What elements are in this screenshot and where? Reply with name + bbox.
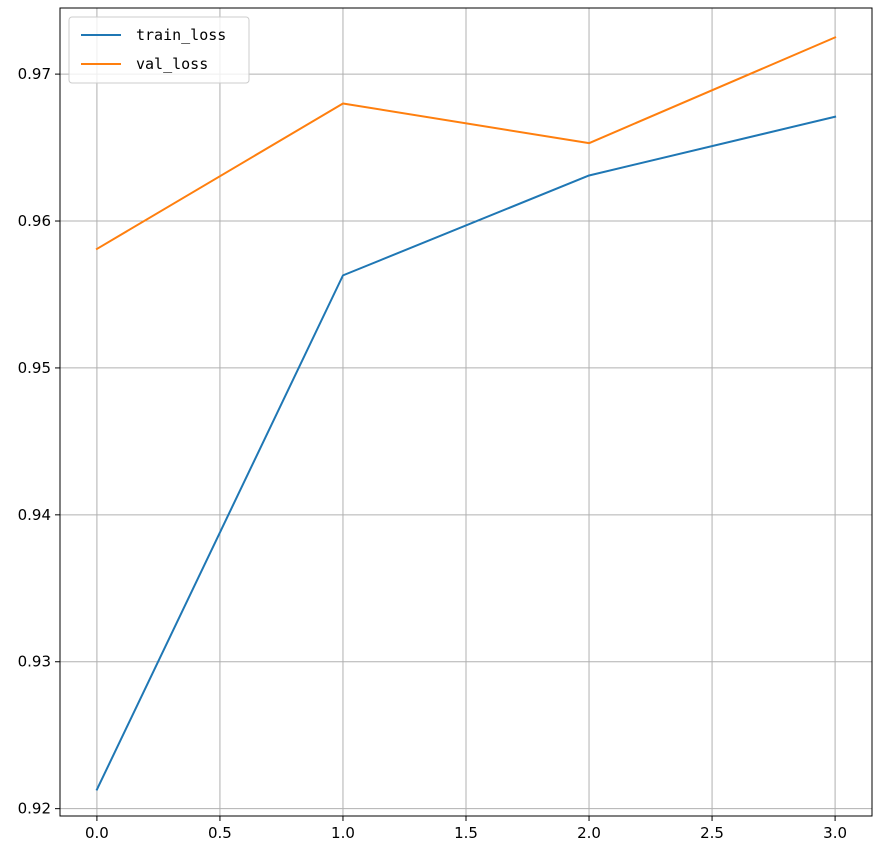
y-tick-label: 0.97 [18, 65, 51, 83]
x-tick-label: 0.0 [85, 824, 109, 842]
y-tick-label: 0.92 [18, 800, 51, 818]
series-line-val-loss [95, 36, 837, 251]
legend-box [68, 16, 250, 84]
legend-label-train-loss: train_loss [136, 26, 226, 44]
y-tick-label: 0.94 [18, 506, 51, 524]
x-tick-label: 1.5 [454, 824, 478, 842]
x-tick-label: 2.0 [577, 824, 601, 842]
x-tick-label: 1.0 [331, 824, 355, 842]
legend-label-val-loss: val_loss [136, 55, 208, 73]
x-tick-label: 3.0 [823, 824, 847, 842]
series-line-train-loss [95, 115, 837, 791]
y-tick-label: 0.96 [18, 212, 51, 230]
x-tick-label: 2.5 [700, 824, 724, 842]
y-tick-label: 0.95 [18, 359, 51, 377]
y-tick-label: 0.93 [18, 653, 51, 671]
legend: train_loss val_loss [68, 16, 250, 84]
x-tick-label: 0.5 [208, 824, 232, 842]
tick-marks: 0.0 0.5 1.0 1.5 2.0 2.5 3.0 0.92 0.93 0.94 0.95 0.9… [18, 65, 847, 842]
grid [60, 8, 872, 816]
series-lines [95, 36, 837, 791]
